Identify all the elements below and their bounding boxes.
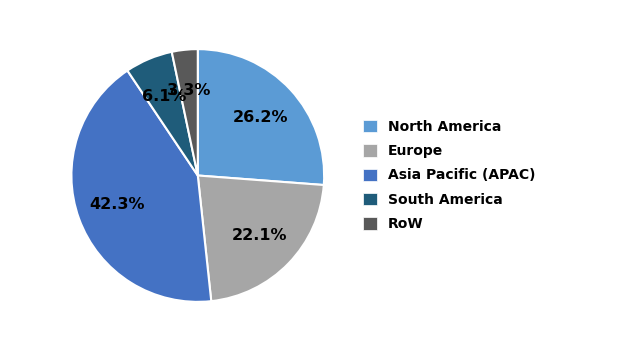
Text: 3.3%: 3.3%: [167, 82, 211, 98]
Wedge shape: [128, 52, 198, 176]
Text: 22.1%: 22.1%: [232, 228, 287, 243]
Wedge shape: [71, 71, 211, 302]
Legend: North America, Europe, Asia Pacific (APAC), South America, RoW: North America, Europe, Asia Pacific (APA…: [362, 120, 535, 231]
Text: 42.3%: 42.3%: [89, 197, 145, 212]
Text: 26.2%: 26.2%: [233, 110, 288, 125]
Text: 6.1%: 6.1%: [142, 89, 186, 104]
Wedge shape: [198, 49, 324, 185]
Wedge shape: [198, 176, 323, 301]
Wedge shape: [172, 49, 198, 176]
